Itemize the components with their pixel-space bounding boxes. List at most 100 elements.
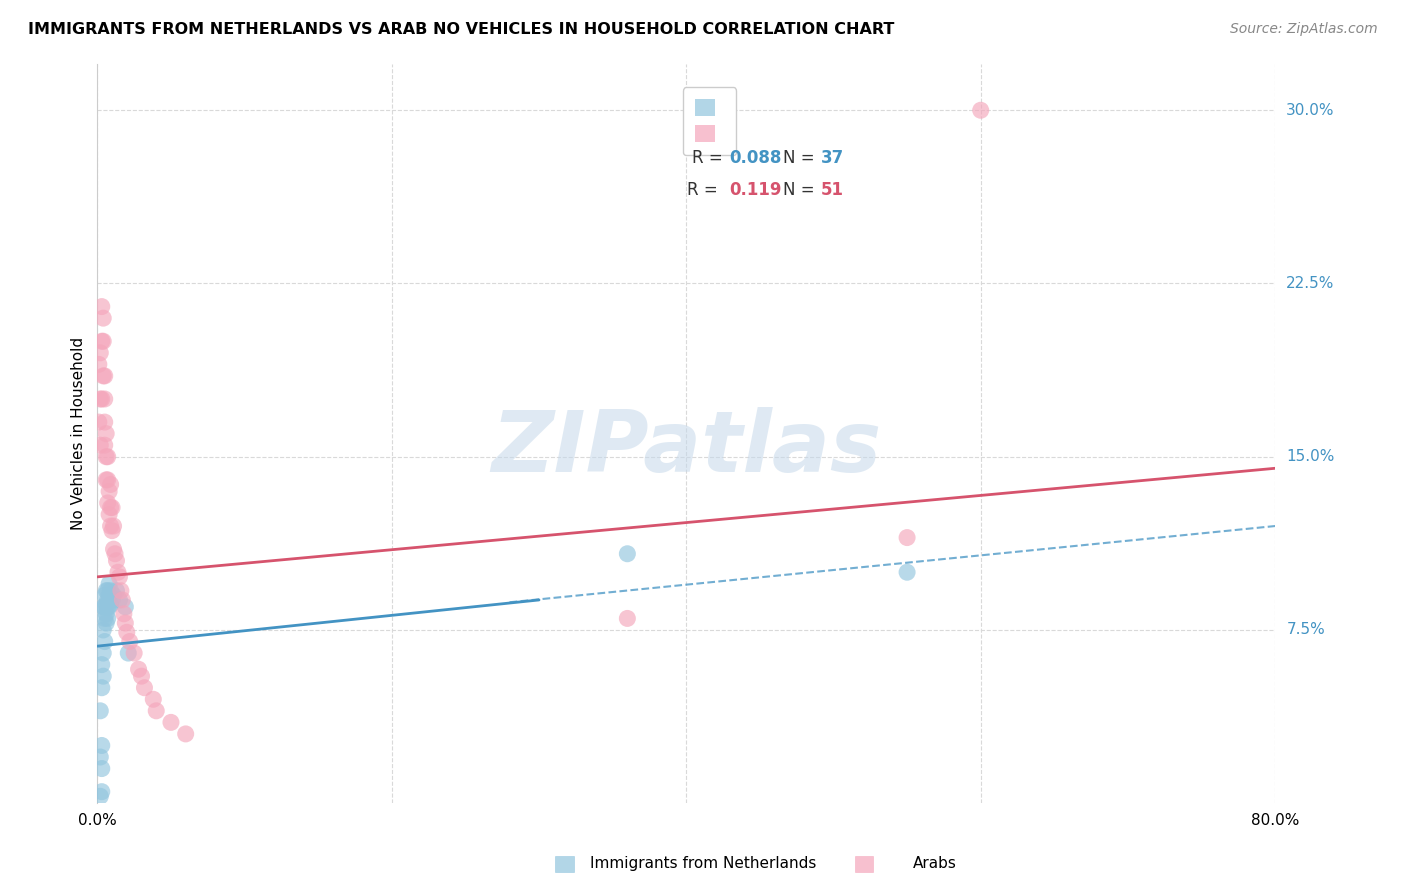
Point: [90, 681, 112, 695]
Point: [89, 438, 111, 452]
Text: IMMIGRANTS FROM NETHERLANDS VS ARAB NO VEHICLES IN HOUSEHOLD CORRELATION CHART: IMMIGRANTS FROM NETHERLANDS VS ARAB NO V…: [28, 22, 894, 37]
Point: [97, 611, 120, 625]
Point: [91, 646, 114, 660]
Point: [91, 368, 114, 383]
Point: [114, 599, 136, 614]
Text: 15.0%: 15.0%: [1286, 450, 1334, 464]
Point: [96, 426, 118, 441]
Text: Immigrants from Netherlands: Immigrants from Netherlands: [589, 856, 817, 871]
Point: [96, 473, 118, 487]
Point: [96, 450, 118, 464]
Point: [110, 583, 132, 598]
Point: [98, 484, 121, 499]
Point: [115, 625, 138, 640]
Text: N =: N =: [783, 181, 820, 199]
Text: R =: R =: [688, 181, 728, 199]
Y-axis label: No Vehicles in Household: No Vehicles in Household: [72, 337, 86, 530]
Point: [93, 415, 115, 429]
Text: 0.119: 0.119: [730, 181, 782, 199]
Point: [90, 657, 112, 672]
Point: [100, 598, 122, 612]
Point: [87, 357, 110, 371]
Point: [112, 607, 135, 621]
Point: [104, 547, 127, 561]
Point: [108, 570, 131, 584]
Point: [100, 583, 122, 598]
Point: [89, 789, 111, 804]
Point: [128, 662, 150, 676]
Point: [97, 450, 120, 464]
Point: [117, 646, 139, 660]
Text: ZIPatlas: ZIPatlas: [491, 407, 882, 490]
Point: [616, 547, 638, 561]
Text: 37: 37: [821, 149, 845, 167]
Text: 51: 51: [821, 181, 844, 199]
Point: [91, 669, 114, 683]
Point: [91, 623, 114, 637]
Point: [616, 611, 638, 625]
Point: [101, 524, 124, 538]
Point: [131, 669, 153, 683]
Text: 0.088: 0.088: [730, 149, 782, 167]
Point: [103, 542, 125, 557]
Point: [93, 588, 115, 602]
Point: [90, 334, 112, 349]
Text: N =: N =: [783, 149, 820, 167]
Point: [90, 300, 112, 314]
Point: [100, 500, 122, 515]
Point: [91, 334, 114, 349]
Point: [97, 599, 120, 614]
Point: [103, 519, 125, 533]
Point: [101, 593, 124, 607]
Text: 30.0%: 30.0%: [1286, 103, 1334, 118]
Point: [93, 611, 115, 625]
Point: [97, 593, 120, 607]
Point: [96, 598, 118, 612]
Text: Arabs: Arabs: [912, 856, 957, 871]
Point: [98, 599, 121, 614]
Point: [97, 473, 120, 487]
Point: [103, 588, 125, 602]
Legend: , : ,: [683, 87, 737, 155]
Point: [90, 762, 112, 776]
Point: [93, 438, 115, 452]
Point: [122, 646, 145, 660]
Point: [100, 477, 122, 491]
Point: [145, 704, 167, 718]
Point: [90, 785, 112, 799]
Point: [105, 554, 128, 568]
Point: [90, 739, 112, 753]
Point: [160, 715, 183, 730]
Point: [93, 368, 115, 383]
Point: [896, 531, 918, 545]
Point: [970, 103, 993, 118]
Point: [107, 566, 129, 580]
Point: [93, 634, 115, 648]
Point: [100, 519, 122, 533]
Text: R =: R =: [692, 149, 728, 167]
Point: [98, 576, 121, 591]
Point: [89, 704, 111, 718]
Text: 7.5%: 7.5%: [1286, 623, 1324, 638]
Point: [111, 593, 134, 607]
Text: Source: ZipAtlas.com: Source: ZipAtlas.com: [1230, 22, 1378, 37]
Point: [114, 615, 136, 630]
Point: [97, 583, 120, 598]
Point: [118, 634, 141, 648]
Point: [174, 727, 197, 741]
Point: [105, 583, 128, 598]
Point: [93, 392, 115, 406]
Point: [91, 599, 114, 614]
Point: [90, 392, 112, 406]
Point: [101, 500, 124, 515]
Point: [134, 681, 156, 695]
Text: 22.5%: 22.5%: [1286, 276, 1334, 291]
Point: [97, 496, 120, 510]
Point: [98, 588, 121, 602]
Point: [98, 508, 121, 522]
Point: [87, 415, 110, 429]
Point: [89, 750, 111, 764]
Point: [108, 593, 131, 607]
Point: [142, 692, 165, 706]
Point: [89, 346, 111, 360]
